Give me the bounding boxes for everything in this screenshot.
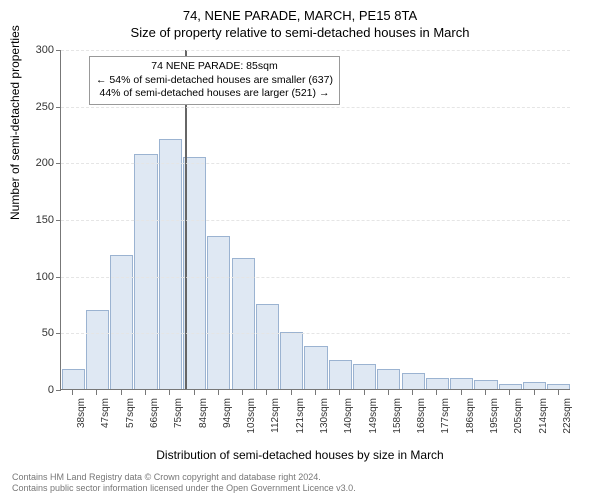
xtick-mark	[485, 390, 486, 395]
xtick-mark	[145, 390, 146, 395]
annotation-line-1: 74 NENE PARADE: 85sqm	[96, 60, 333, 74]
x-axis-label: Distribution of semi-detached houses by …	[0, 448, 600, 462]
ytick-label: 50	[42, 327, 54, 339]
histogram-bar	[377, 369, 400, 389]
ytick-label: 0	[48, 384, 54, 396]
ytick-label: 250	[36, 101, 54, 113]
xtick-label: 223sqm	[562, 398, 573, 434]
grid-line	[61, 277, 570, 278]
footer-line-2: Contains public sector information licen…	[12, 483, 356, 494]
ytick-mark	[56, 390, 61, 391]
histogram-bar	[207, 236, 230, 389]
xtick-mark	[72, 390, 73, 395]
footer-attribution: Contains HM Land Registry data © Crown c…	[12, 472, 356, 494]
grid-line	[61, 220, 570, 221]
xtick-mark	[266, 390, 267, 395]
xtick-label: 214sqm	[538, 398, 549, 434]
histogram-bar	[353, 364, 376, 389]
grid-line	[61, 333, 570, 334]
xtick-mark	[218, 390, 219, 395]
histogram-bar	[402, 373, 425, 389]
xtick-label: 66sqm	[149, 398, 160, 428]
histogram-bar	[450, 378, 473, 389]
xtick-mark	[461, 390, 462, 395]
grid-line	[61, 107, 570, 108]
footer-line-1: Contains HM Land Registry data © Crown c…	[12, 472, 356, 483]
ytick-mark	[56, 50, 61, 51]
xtick-mark	[194, 390, 195, 395]
plot-region: 74 NENE PARADE: 85sqm ← 54% of semi-deta…	[60, 50, 570, 390]
histogram-bar	[329, 360, 352, 389]
xtick-mark	[339, 390, 340, 395]
histogram-bar	[256, 304, 279, 389]
y-axis-label: Number of semi-detached properties	[8, 25, 22, 220]
histogram-bar	[62, 369, 85, 389]
xtick-mark	[364, 390, 365, 395]
histogram-bar	[110, 255, 133, 389]
ytick-label: 200	[36, 157, 54, 169]
histogram-bar	[304, 346, 327, 389]
ytick-mark	[56, 220, 61, 221]
xtick-mark	[169, 390, 170, 395]
ytick-mark	[56, 107, 61, 108]
histogram-bar	[134, 154, 157, 389]
xtick-label: 205sqm	[513, 398, 524, 434]
xtick-mark	[436, 390, 437, 395]
xtick-mark	[121, 390, 122, 395]
grid-line	[61, 163, 570, 164]
xtick-mark	[558, 390, 559, 395]
xtick-mark	[534, 390, 535, 395]
xtick-label: 84sqm	[198, 398, 209, 428]
histogram-bar	[523, 382, 546, 389]
annotation-line-2: ← 54% of semi-detached houses are smalle…	[96, 74, 333, 88]
annotation-box: 74 NENE PARADE: 85sqm ← 54% of semi-deta…	[89, 56, 340, 105]
page-title-line2: Size of property relative to semi-detach…	[0, 23, 600, 40]
histogram-bar	[499, 384, 522, 389]
ytick-label: 150	[36, 214, 54, 226]
ytick-mark	[56, 163, 61, 164]
xtick-label: 177sqm	[440, 398, 451, 434]
xtick-mark	[291, 390, 292, 395]
ytick-label: 100	[36, 271, 54, 283]
ytick-mark	[56, 333, 61, 334]
grid-line	[61, 50, 570, 51]
histogram-bar	[474, 380, 497, 389]
xtick-mark	[509, 390, 510, 395]
xtick-mark	[96, 390, 97, 395]
xtick-label: 158sqm	[392, 398, 403, 434]
xtick-label: 94sqm	[222, 398, 233, 428]
xtick-label: 57sqm	[125, 398, 136, 428]
page-title-line1: 74, NENE PARADE, MARCH, PE15 8TA	[0, 0, 600, 23]
ytick-mark	[56, 277, 61, 278]
xtick-mark	[242, 390, 243, 395]
xtick-mark	[388, 390, 389, 395]
xtick-label: 149sqm	[368, 398, 379, 434]
xtick-label: 130sqm	[319, 398, 330, 434]
xtick-label: 112sqm	[270, 398, 281, 433]
ytick-label: 300	[36, 44, 54, 56]
xtick-label: 103sqm	[246, 398, 257, 434]
histogram-bar	[280, 332, 303, 389]
xtick-label: 75sqm	[173, 398, 184, 428]
xtick-label: 140sqm	[343, 398, 354, 434]
annotation-line-3: 44% of semi-detached houses are larger (…	[96, 87, 333, 101]
histogram-bar	[547, 384, 570, 389]
xtick-label: 121sqm	[295, 398, 306, 434]
xtick-label: 186sqm	[465, 398, 476, 434]
xtick-label: 168sqm	[416, 398, 427, 434]
xtick-mark	[315, 390, 316, 395]
histogram-bar	[86, 310, 109, 389]
histogram-bar	[159, 139, 182, 389]
xtick-label: 38sqm	[76, 398, 87, 428]
chart-area: 74 NENE PARADE: 85sqm ← 54% of semi-deta…	[60, 50, 570, 420]
xtick-label: 47sqm	[100, 398, 111, 428]
xtick-mark	[412, 390, 413, 395]
xtick-label: 195sqm	[489, 398, 500, 434]
histogram-bar	[426, 378, 449, 389]
